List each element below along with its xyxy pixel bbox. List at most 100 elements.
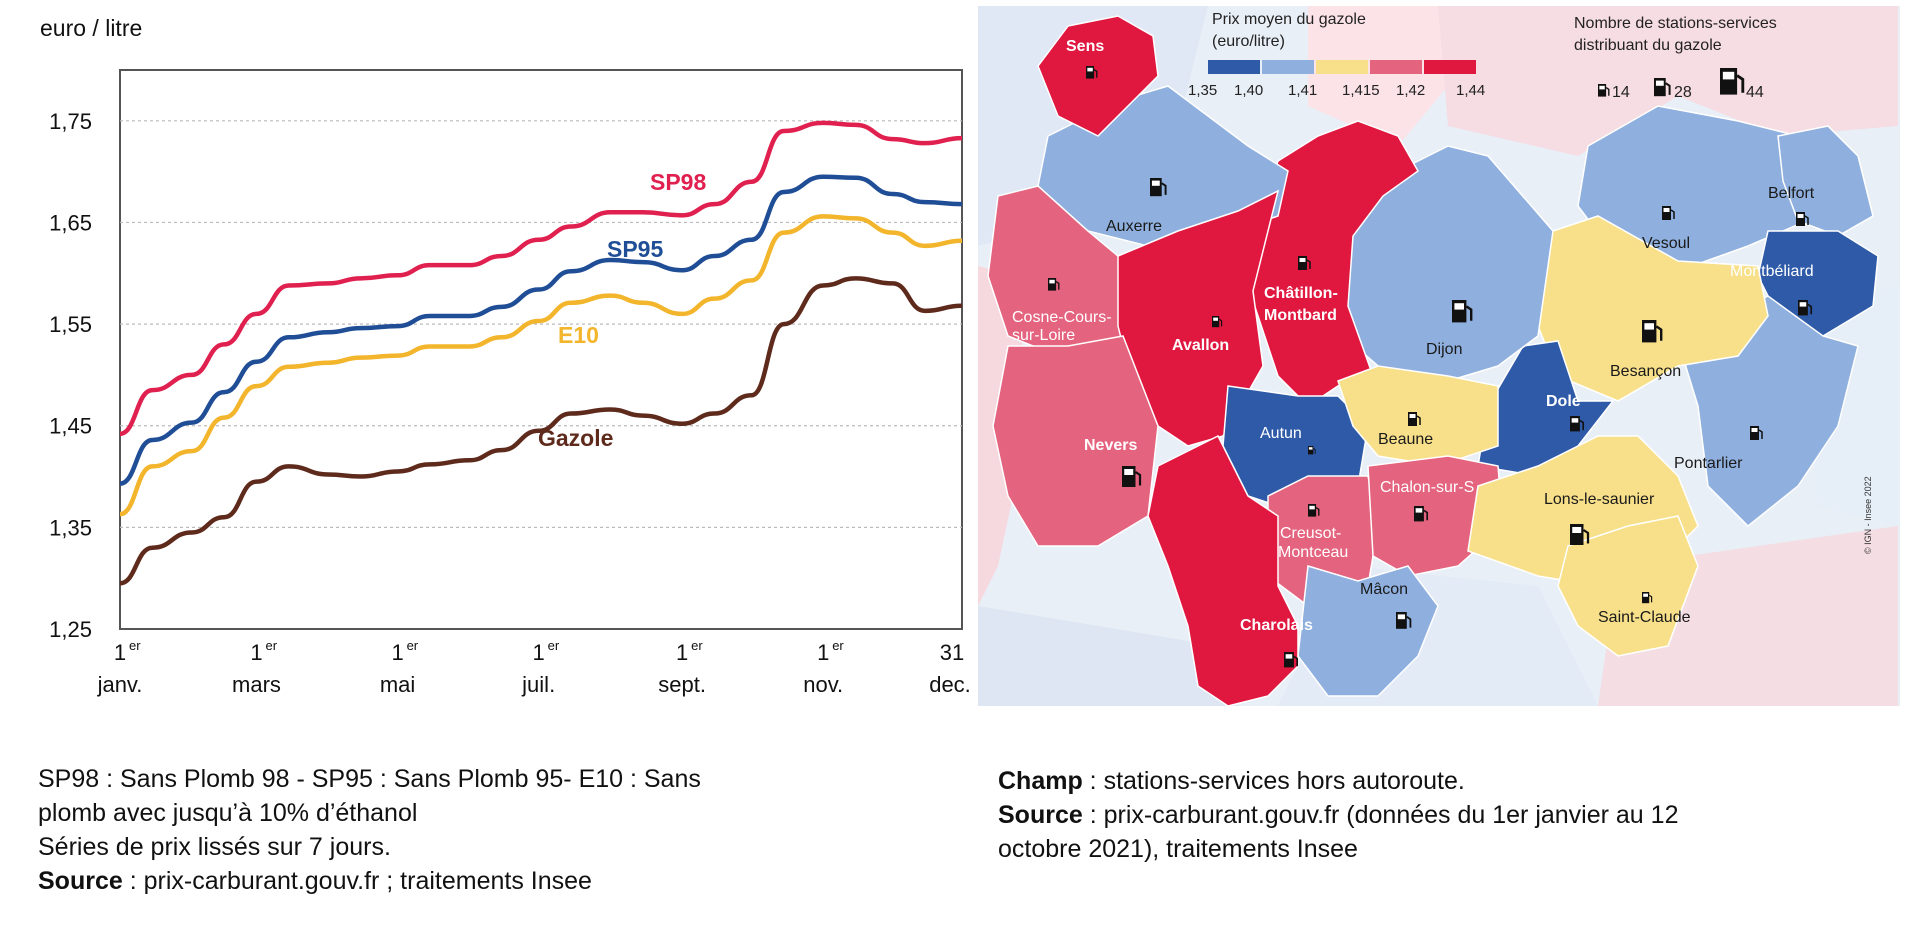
source-label: Source [38,867,123,895]
label-lons: Lons-le-saunier [1544,491,1655,508]
label-belfort: Belfort [1768,185,1815,202]
gridlines [120,120,962,528]
price-legend: Prix moyen du gazole (euro/litre) 1,35 1,… [1188,11,1485,99]
note-line-1: SP98 : Sans Plomb 98 - SP95 : Sans Plomb… [38,765,701,793]
station-count-14: 14 [1612,84,1630,101]
x-tick-day: 1 [676,640,688,665]
legend-bin-label: 1,41 [1288,82,1317,99]
pump-icon [1396,612,1412,629]
region-charolais [1147,434,1299,706]
source-label-right: Source [998,801,1083,829]
neighbor-area [1308,6,1448,146]
source-text-right: : prix-carburant.gouv.fr (données du 1er… [1082,801,1679,829]
x-tick-month: janv. [97,672,143,697]
region-sens [1037,15,1159,137]
legend-bin-label: 1,42 [1396,82,1425,99]
label-creusot-2: Montceau [1278,544,1348,561]
pump-icon [1414,506,1429,522]
series-line-sp98 [119,120,963,437]
series-label-sp98: SP98 [650,169,706,195]
legend-bin-swatch [1370,60,1422,74]
label-besancon: Besançon [1610,363,1681,380]
label-avallon: Avallon [1172,337,1229,354]
station-legend: Nombre de stations-services distribuant … [1574,15,1777,101]
x-tick-sup: er [832,638,844,653]
x-tick-label: 31 dec. [929,640,971,697]
label-beaune: Beaune [1378,431,1433,448]
pump-icon [1150,178,1167,197]
series-line-gazole [119,276,963,586]
legend-bin-label: 1,35 [1188,82,1217,99]
region-macon [1297,565,1439,697]
legend-bin-swatch [1424,60,1476,74]
x-tick-sup: er [265,638,277,653]
y-tick-label: 1,45 [49,414,92,439]
pump-icon [1408,412,1421,426]
series-label-e10: E10 [558,322,599,348]
neighbor-area [1438,6,1898,156]
x-tick-label: 1 er sept. [658,638,706,697]
pump-icon [1654,78,1671,97]
label-creusot-1: Creusot- [1280,525,1341,542]
pump-icon [1798,300,1813,316]
note-source-right-2: octobre 2021), traitements Insee [998,835,1358,863]
station-count-28: 28 [1674,84,1692,101]
note-line-2: plomb avec jusqu’à 10% d’éthanol [38,799,418,827]
label-chatillon-1: Châtillon- [1264,285,1338,302]
diesel-price-map: Prix moyen du gazole (euro/litre) 1,35 1,… [978,6,1900,706]
pump-icon [1570,524,1590,545]
pump-icon [1720,68,1745,95]
x-tick-month: mai [380,672,415,697]
region-saint-claude [1557,515,1699,657]
pump-icon [1212,316,1223,328]
x-tick-month: sept. [658,672,706,697]
pump-icon [1796,212,1809,226]
station-pump-icons [1048,66,1813,668]
x-tick-day: 1 [250,640,262,665]
note-champ: Champ : stations-services hors autoroute… [998,764,1678,798]
legend-title-1: Prix moyen du gazole [1212,11,1366,28]
series-label-sp95: SP95 [607,236,663,262]
pump-icon [1570,416,1585,432]
note-line-3: Séries de prix lissés sur 7 jours. [38,833,391,861]
pump-icon [1284,652,1299,668]
pump-icon [1598,84,1610,97]
label-vesoul: Vesoul [1642,235,1690,252]
x-tick-label: 1 er janv. [97,638,143,697]
left-notes: SP98 : Sans Plomb 98 - SP95 : Sans Plomb… [38,762,701,898]
x-tick-label: 1 er juil. [521,638,560,697]
x-tick-day: 1 [817,640,829,665]
map-copyright: © IGN - Insee 2022 [1863,476,1873,554]
x-tick-label: 1 er nov. [803,638,844,697]
pump-icon [1308,504,1320,517]
legend-bin-label: 1,44 [1456,82,1485,99]
label-cosne-2: sur-Loire [1012,327,1075,344]
label-macon: Mâcon [1360,581,1408,598]
label-chalon: Chalon-sur-S [1380,479,1474,496]
legend-bins: 1,35 1,40 1,41 1,415 1,42 1,44 [1188,60,1485,99]
x-tick-day: 31 [940,640,964,665]
champ-label: Champ [998,767,1083,795]
region-chatillon-montbard [1247,120,1419,407]
label-dole: Dole [1546,393,1581,410]
pump-icon [1086,66,1098,79]
x-tick-label: 1 er mai [380,638,419,697]
y-axis-unit-label: euro / litre [40,15,142,41]
pump-icon [1298,256,1311,270]
y-tick-label: 1,75 [49,109,92,134]
legend-bin-label: 1,415 [1342,82,1380,99]
legend-title-2: (euro/litre) [1212,33,1285,50]
pump-icon [1308,446,1316,455]
legend-bin-swatch [1208,60,1260,74]
label-autun: Autun [1260,425,1302,442]
neighbor-area [978,606,1238,706]
label-cosne-1: Cosne-Cours- [1012,309,1112,326]
champ-text: : stations-services hors autoroute. [1082,767,1465,795]
x-tick-sup: er [129,638,141,653]
label-dijon: Dijon [1426,341,1462,358]
right-notes: Champ : stations-services hors autoroute… [998,764,1678,866]
series-line-e10 [119,214,963,517]
series-line-sp95 [119,174,963,486]
